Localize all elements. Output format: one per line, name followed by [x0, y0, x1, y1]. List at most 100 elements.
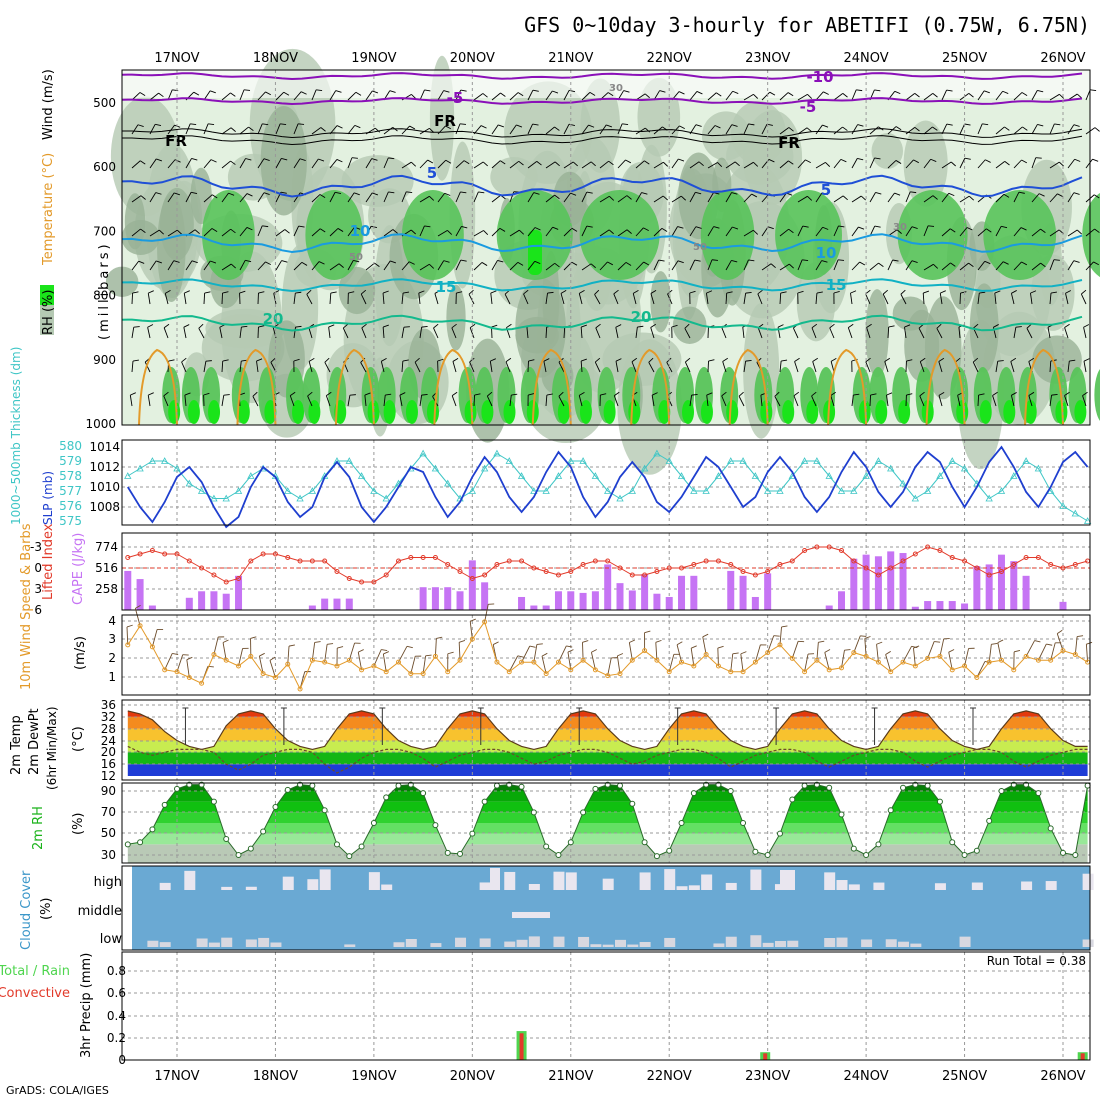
date-label-bottom: 20NOV	[450, 1069, 495, 1084]
barb-staff	[1013, 327, 1017, 339]
barb-flag	[425, 654, 432, 657]
temp-line	[127, 710, 1088, 751]
rh-point	[321, 807, 328, 814]
wind10-barb	[668, 653, 680, 672]
barb-staff	[184, 395, 187, 407]
wind-speed-point	[580, 657, 586, 663]
barb-flag	[205, 360, 212, 362]
barb-staff	[257, 91, 266, 101]
barb-flag	[326, 391, 332, 396]
barb-flag	[932, 195, 938, 200]
barb-staff	[256, 361, 259, 373]
barb-flag	[402, 359, 409, 362]
wind10-barb	[816, 640, 825, 661]
barb-flag	[617, 653, 624, 657]
barb-flag	[807, 195, 813, 201]
barb-staff	[365, 226, 372, 237]
barb-flag	[932, 93, 938, 98]
barb-staff	[1028, 395, 1033, 407]
contour-label: -5	[447, 89, 464, 107]
barb-flag	[349, 394, 356, 396]
barb-flag	[811, 391, 817, 397]
wind-barb	[401, 161, 417, 169]
barb-flag	[1092, 158, 1099, 162]
wind-barb	[866, 323, 872, 339]
barb-staff	[779, 292, 782, 305]
wind10-barb	[357, 649, 364, 670]
barb-flag	[677, 260, 684, 264]
barb-flag	[263, 158, 270, 161]
wind-barb	[324, 357, 331, 373]
barb-flag	[774, 391, 780, 397]
wind10-barb	[754, 644, 767, 663]
barb-flag	[732, 90, 739, 94]
barb-flag	[968, 93, 974, 98]
barb-staff	[761, 91, 771, 101]
wind-barb	[1013, 126, 1028, 135]
barb-flag	[982, 123, 989, 126]
rh-contour-90	[503, 400, 516, 424]
wind-barb	[1064, 391, 1070, 407]
barb-flag	[165, 290, 171, 294]
barb-flag	[614, 391, 620, 397]
barb-flag	[985, 159, 991, 163]
barb-flag	[805, 159, 811, 164]
barb-staff	[239, 361, 242, 373]
barb-flag	[777, 324, 784, 328]
wind-barb	[959, 123, 971, 135]
date-label-bottom: 21NOV	[548, 1069, 593, 1084]
barb-flag	[946, 123, 953, 126]
wind-barb	[419, 326, 428, 339]
barb-flag	[1011, 290, 1017, 294]
wind-barb	[815, 124, 829, 135]
wind-barb	[1083, 358, 1090, 373]
date-label-top: 26NOV	[1040, 51, 1085, 66]
barb-flag	[211, 228, 218, 233]
barb-staff	[419, 395, 423, 407]
barb-staff	[743, 361, 747, 373]
barb-staff	[919, 361, 925, 373]
wind-speed-point	[740, 669, 746, 675]
wind10-barb	[997, 639, 1004, 661]
wind-barb	[239, 227, 253, 237]
barb-staff	[653, 161, 664, 169]
barb-staff	[419, 89, 425, 101]
cloud-cover-panel	[121, 865, 1094, 951]
barb-flag	[818, 640, 825, 643]
barb-flag	[579, 290, 585, 294]
wind-barb	[311, 228, 326, 237]
cloud-high-bar	[245, 886, 257, 890]
rh-point	[457, 850, 464, 857]
cloud-background	[132, 866, 1090, 950]
barb-staff	[1031, 124, 1038, 135]
wind10-barb	[558, 645, 573, 663]
barb-flag	[768, 159, 775, 163]
wind-barb	[163, 391, 169, 407]
wind10-barb	[885, 650, 892, 672]
barb-flag	[787, 92, 794, 97]
barb-staff	[977, 261, 986, 271]
li-point	[285, 555, 291, 560]
cloud-high-bar	[848, 884, 860, 890]
slp-label-slp: SLP (mb)	[41, 471, 55, 525]
wind10-barb	[948, 649, 955, 670]
barb-staff	[936, 328, 943, 339]
wind10-barb	[186, 656, 193, 678]
wind-barb	[401, 291, 410, 305]
wind10-barb	[311, 641, 321, 661]
wind-barb	[437, 260, 450, 271]
wind10-barb	[841, 649, 851, 668]
barb-flag	[186, 656, 193, 661]
cloud-high-bar	[836, 880, 848, 890]
rh-contour-80	[897, 190, 968, 280]
thickness-point	[370, 487, 378, 494]
contour-label: 5	[427, 164, 437, 182]
y-tick-label: 258	[95, 582, 118, 596]
cloud-frame	[121, 865, 1091, 951]
barb-staff	[419, 225, 425, 237]
wind10-barb	[447, 651, 454, 672]
barb-flag	[409, 125, 416, 130]
cape-bar	[985, 564, 993, 610]
barb-flag	[191, 260, 198, 264]
